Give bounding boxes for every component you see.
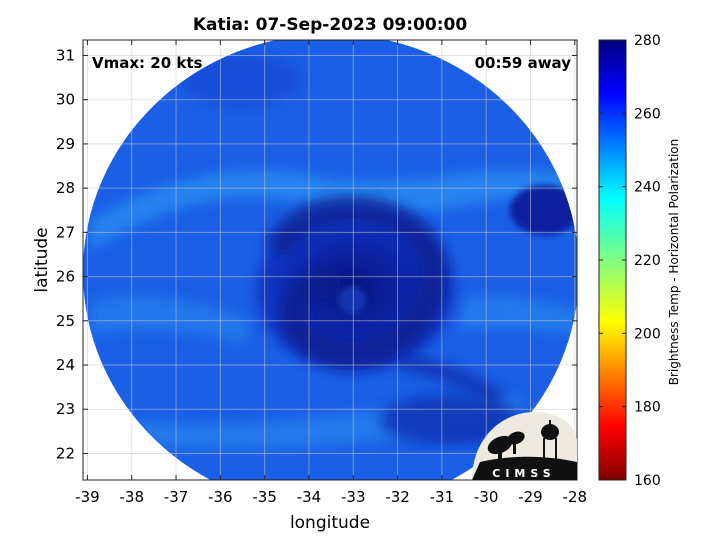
- x-tick-label: -32: [385, 488, 410, 506]
- colorbar-ticks: 280 260 240 220 200 180 160: [599, 33, 661, 489]
- grid-lines: [83, 40, 577, 480]
- x-tick-label: -38: [119, 488, 144, 506]
- colorbar-tick-label: 200: [634, 326, 661, 342]
- y-tick-label: 30: [56, 91, 75, 109]
- x-tick-label: -36: [208, 488, 233, 506]
- vmax-text: Vmax: 20 kts: [92, 54, 202, 72]
- cool-band-north: [90, 169, 577, 250]
- x-tick-label: -28: [563, 488, 588, 506]
- dark-patch-northeast: [510, 185, 577, 235]
- storm-eye: [338, 286, 366, 314]
- colorbar-label: Brightness Temp - Horizontal Polarizatio…: [667, 139, 681, 386]
- y-tick-label: 24: [56, 356, 75, 374]
- x-tick-label: -29: [518, 488, 543, 506]
- y-tick-label: 28: [56, 179, 75, 197]
- logo-text: CIMSS: [492, 467, 555, 480]
- x-axis-label: longitude: [290, 513, 370, 533]
- colorbar: [598, 39, 627, 481]
- y-tick-label: 29: [56, 135, 75, 153]
- y-tick-label: 25: [56, 312, 75, 330]
- storm-spiral-tail: [397, 351, 505, 408]
- colorbar-tick-label: 240: [634, 180, 661, 196]
- x-axis-ticks: -39 -38 -37 -36 -35 -34 -33 -32 -31 -30 -29 -28: [75, 40, 587, 506]
- x-tick-label: -35: [252, 488, 277, 506]
- dark-patch-north: [180, 55, 300, 105]
- y-tick-label: 31: [56, 46, 75, 64]
- x-tick-label: -39: [75, 488, 100, 506]
- y-tick-label: 23: [56, 400, 75, 418]
- y-tick-label: 22: [56, 444, 75, 462]
- cool-band-east: [460, 295, 577, 335]
- water-tower-icon: [541, 420, 559, 462]
- x-tick-label: -37: [164, 488, 189, 506]
- y-tick-label: 26: [56, 268, 75, 286]
- time-away-text: 00:59 away: [475, 54, 572, 72]
- dark-patch-southeast: [380, 395, 520, 445]
- cimss-logo: CIMSS: [472, 412, 577, 480]
- colorbar-tick-label: 220: [634, 253, 661, 269]
- y-axis-label: latitude: [32, 227, 52, 292]
- figure-title: Katia: 07-Sep-2023 09:00:00: [193, 15, 467, 35]
- colorbar-tick-label: 160: [634, 473, 661, 489]
- x-tick-label: -33: [341, 488, 366, 506]
- satellite-swath: [83, 40, 577, 480]
- satellite-dish-icon: [487, 431, 525, 462]
- colorbar-tick-label: 280: [634, 33, 661, 49]
- storm-spiral-band: [263, 195, 448, 369]
- colorbar-tick-label: 260: [634, 106, 661, 122]
- axes-frame: [82, 39, 578, 481]
- x-tick-label: -30: [474, 488, 499, 506]
- x-tick-label: -31: [430, 488, 455, 506]
- y-tick-label: 27: [56, 223, 75, 241]
- colorbar-tick-label: 180: [634, 400, 661, 416]
- x-tick-label: -34: [297, 488, 322, 506]
